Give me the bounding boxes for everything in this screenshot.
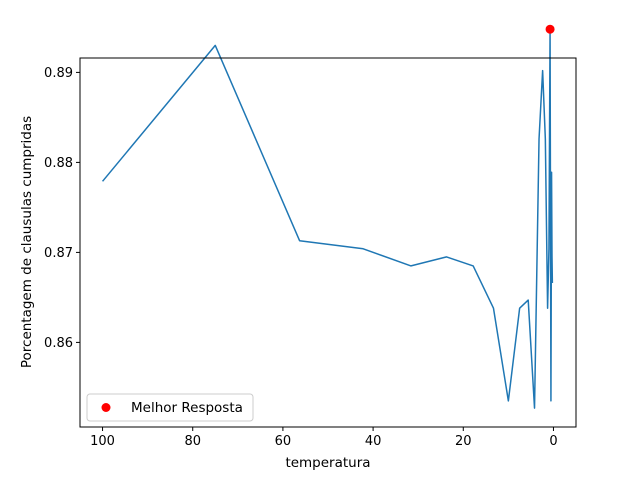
y-tick-label: 0.88 xyxy=(44,156,73,171)
axes-frame xyxy=(79,57,577,428)
y-tick-label: 0.86 xyxy=(44,336,73,351)
y-axis-label: Porcentagem de clausulas cumpridas xyxy=(19,116,35,368)
x-tick-label: 80 xyxy=(184,434,201,449)
best-answer-point xyxy=(545,24,555,34)
x-tick-label: 40 xyxy=(365,434,382,449)
x-tick-label: 20 xyxy=(455,434,472,449)
legend: Melhor Resposta xyxy=(86,393,254,422)
y-tick-label: 0.87 xyxy=(44,246,73,261)
x-axis-label: temperatura xyxy=(285,455,370,471)
x-tick-label: 60 xyxy=(275,434,292,449)
x-tick-label: 0 xyxy=(549,434,557,449)
x-axis: 100 80 60 40 20 0 xyxy=(90,427,558,449)
legend-label: Melhor Resposta xyxy=(131,400,243,416)
legend-box xyxy=(86,393,254,422)
series-line xyxy=(101,28,554,409)
y-tick-label: 0.89 xyxy=(44,66,73,81)
x-tick-label: 100 xyxy=(90,434,115,449)
y-axis: 0.86 0.87 0.88 0.89 xyxy=(44,66,80,351)
plot-area xyxy=(101,24,555,409)
legend-marker xyxy=(101,403,111,412)
